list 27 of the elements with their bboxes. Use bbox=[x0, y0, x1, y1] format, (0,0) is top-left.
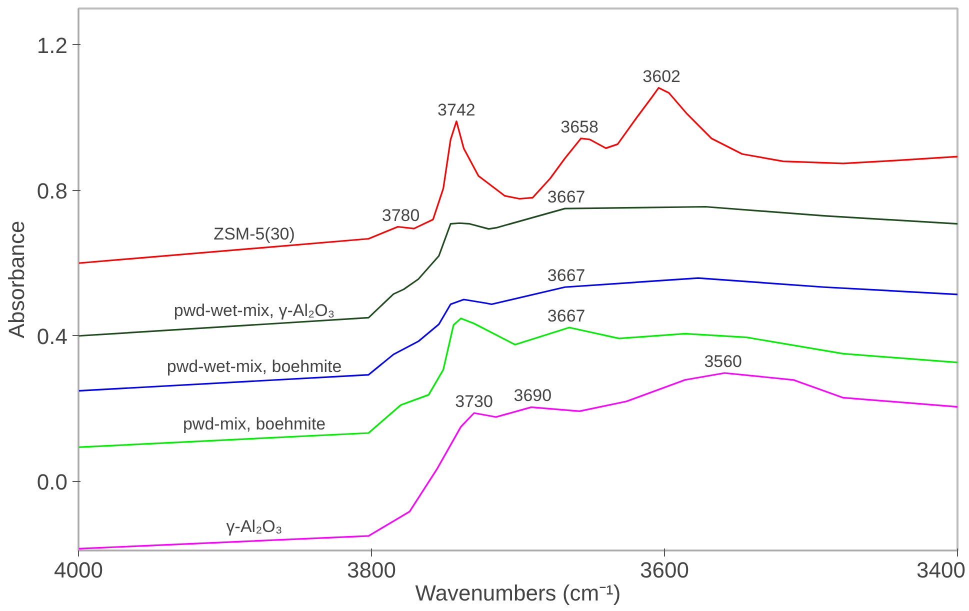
y-tick-label: 0.0 bbox=[36, 469, 68, 494]
y-axis-title: Absorbance bbox=[4, 220, 29, 338]
line-series bbox=[78, 206, 958, 337]
series-label: γ-Al₂O₃ bbox=[226, 516, 282, 536]
annotation: 3602 bbox=[642, 66, 680, 86]
annotation: 3667 bbox=[547, 306, 586, 326]
series-label: pwd-mix, boehmite bbox=[182, 414, 326, 434]
line-series bbox=[78, 87, 958, 264]
annotation: 3780 bbox=[382, 206, 420, 225]
x-axis-title: Wavenumbers (cm⁻¹) bbox=[415, 580, 621, 606]
x-tick-label: 3400 bbox=[916, 558, 966, 582]
annotation: 3730 bbox=[455, 392, 493, 411]
x-tick-label: 3800 bbox=[347, 558, 396, 582]
annotation: 3667 bbox=[547, 188, 586, 207]
annotation: 3667 bbox=[547, 266, 586, 286]
series-label: pwd-wet-mix, boehmite bbox=[166, 357, 342, 376]
annotation: 3742 bbox=[438, 100, 476, 120]
y-tick-label: 1.2 bbox=[36, 32, 68, 58]
annotation: 3690 bbox=[514, 386, 552, 406]
annotation: 3560 bbox=[704, 352, 742, 371]
annotation: 3658 bbox=[560, 117, 598, 136]
x-tick-label: 4000 bbox=[54, 558, 103, 582]
series-label: ZSM-5(30) bbox=[214, 224, 295, 244]
series-label: pwd-wet-mix, γ-Al₂O₃ bbox=[174, 300, 335, 320]
y-tick-label: 0.8 bbox=[36, 178, 68, 204]
x-tick-label: 3600 bbox=[640, 558, 689, 582]
y-tick-label: 0.4 bbox=[36, 324, 68, 349]
